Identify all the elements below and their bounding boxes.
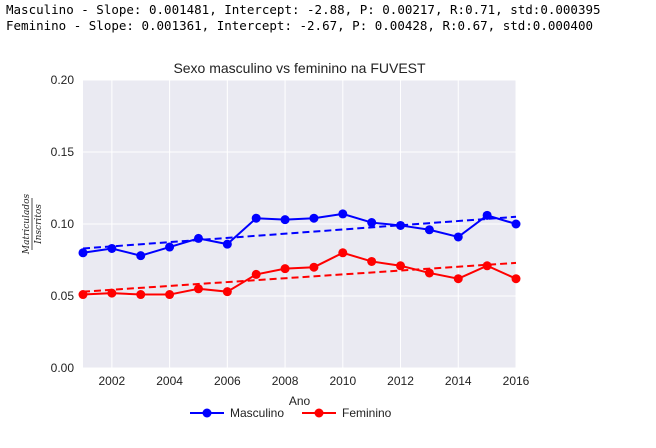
x-tick-label: 2004 [156,374,183,388]
data-point [482,210,492,220]
trend-line-masculino [82,215,517,250]
series-layer [78,209,521,300]
legend-marker [202,408,212,418]
data-point [511,219,521,229]
y-axis-label: Matriculados Inscritos [22,193,44,255]
data-point [222,287,232,297]
x-tick-label: 2010 [329,374,356,388]
data-point [193,284,203,294]
y-axis-label-numerator: Matriculados [22,193,32,255]
data-point [280,215,290,225]
series-line-feminino [82,251,517,296]
data-point [453,232,463,242]
y-axis-label-denominator: Inscritos [34,204,44,245]
data-point [367,218,377,228]
data-point [511,274,521,284]
series-feminino [78,248,521,300]
x-tick-label: 2002 [99,374,126,388]
data-point [136,251,146,261]
x-axis-label: Ano [289,394,311,408]
data-point [424,268,434,278]
x-tick-label: 2014 [445,374,472,388]
series-line-masculino [82,212,517,257]
regression-stats: Masculino - Slope: 0.001481, Intercept: … [6,2,601,34]
legend-label: Feminino [342,406,392,420]
data-point [396,220,406,230]
data-point [78,290,88,300]
legend-marker [314,408,324,418]
chart-title: Sexo masculino vs feminino na FUVEST [173,60,426,76]
x-tick-label: 2012 [387,374,414,388]
data-point [165,290,175,300]
x-tick-label: 2016 [503,374,530,388]
data-point [309,213,319,223]
data-point [251,213,261,223]
y-tick-label: 0.20 [51,73,75,87]
series-masculino [78,209,521,261]
x-tick-label: 2006 [214,374,241,388]
data-point [482,261,492,271]
data-point [367,256,377,266]
data-point [136,290,146,300]
data-point [78,248,88,258]
data-point [424,225,434,235]
data-point [165,242,175,252]
legend: Masculino Feminino [190,406,392,420]
data-point [309,262,319,272]
data-point [338,248,348,258]
trend-line-feminino [82,261,517,293]
data-point [453,274,463,284]
data-point [338,209,348,219]
stats-line-feminino: Feminino - Slope: 0.001361, Intercept: -… [6,18,593,33]
legend-item-masculino: Masculino [190,406,284,420]
axis-ticks: 2002 2004 2006 2008 2010 2012 2014 2016 0.00 0.05… [51,73,530,388]
stats-line-masculino: Masculino - Slope: 0.001481, Intercept: … [6,2,601,17]
data-point [280,264,290,274]
data-point [396,261,406,271]
y-tick-label: 0.00 [51,361,75,375]
data-point [193,233,203,243]
data-point [107,288,117,298]
x-tick-label: 2008 [272,374,299,388]
legend-item-feminino: Feminino [302,406,392,420]
y-tick-label: 0.15 [51,145,75,159]
data-point [222,239,232,249]
data-point [251,269,261,279]
y-tick-label: 0.10 [51,217,75,231]
legend-label: Masculino [230,406,284,420]
data-point [107,243,117,253]
y-tick-label: 0.05 [51,289,75,303]
